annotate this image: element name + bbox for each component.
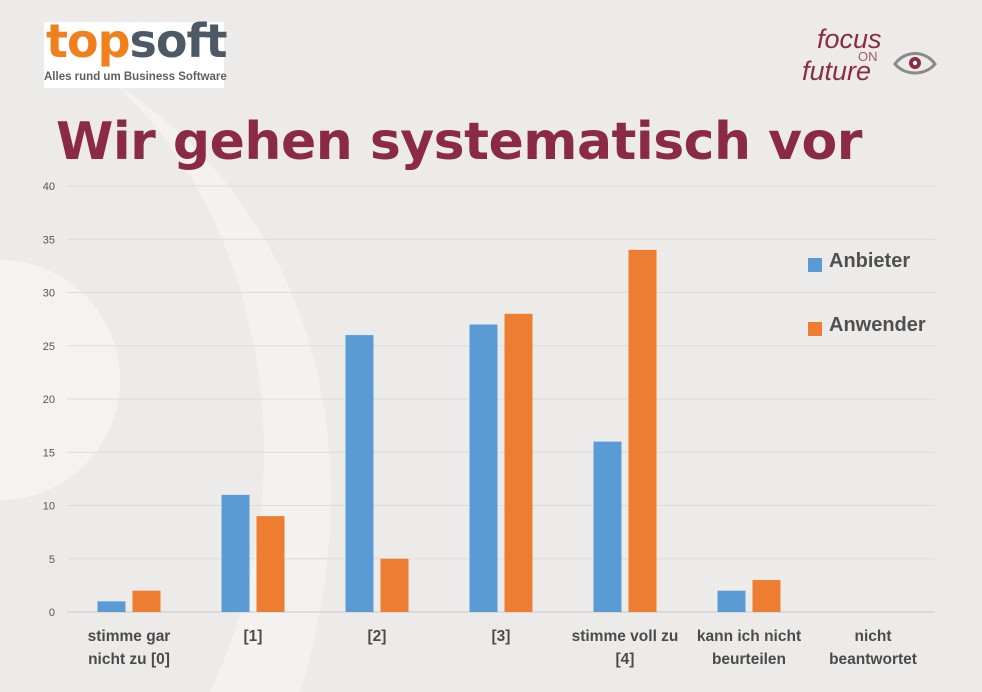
- focus-on-future-logo: focus ON future: [800, 26, 940, 88]
- bar-anwender-1: [256, 516, 285, 612]
- y-tick-label: 10: [43, 501, 55, 513]
- legend-label-anwender: Anwender: [829, 314, 926, 336]
- brand-line-on: ON: [858, 49, 878, 64]
- brand-line-future: future: [802, 56, 872, 86]
- x-axis-label: [2]: [367, 628, 387, 645]
- brand-line-focus: focus: [817, 24, 882, 54]
- y-tick-label: 0: [49, 607, 55, 619]
- y-axis-ticks: 0 5 10 15 20 25 30 35 40: [43, 181, 55, 619]
- x-axis-label: stimme voll zu [4]: [571, 628, 679, 668]
- bar-anbieter-5: [717, 590, 746, 612]
- legend-swatch-anwender: [808, 322, 822, 336]
- y-tick-label: 40: [43, 181, 55, 193]
- y-tick-label: 30: [43, 288, 55, 300]
- x-axis-label: kann ich nicht beurteilen: [696, 628, 802, 668]
- logo-word-soft: soft: [129, 14, 228, 68]
- x-axis-label: stimme gar nicht zu [0]: [87, 628, 171, 668]
- logo-word-top: top: [46, 14, 131, 68]
- bars: [97, 249, 781, 612]
- bar-anwender-5: [752, 580, 781, 612]
- logo-tagline: Alles rund um Business Software: [44, 71, 227, 83]
- bar-anbieter-0: [97, 601, 126, 612]
- legend-label-anbieter: Anbieter: [829, 250, 911, 272]
- eye-icon: [893, 52, 937, 75]
- bar-anbieter-3: [469, 324, 498, 612]
- x-axis-label: nicht beantwortet: [829, 628, 917, 668]
- bar-anbieter-2: [345, 335, 374, 612]
- topsoft-logo: topsoft Alles rund um Business Software: [44, 18, 228, 88]
- y-tick-label: 25: [43, 341, 55, 353]
- y-tick-label: 15: [43, 447, 55, 459]
- x-axis-label: [3]: [491, 628, 511, 645]
- x-axis-label: [1]: [243, 628, 263, 645]
- logo-wordmark: topsoft: [46, 18, 228, 64]
- bar-anbieter-4: [593, 441, 622, 612]
- grid-lines: [67, 185, 935, 613]
- bar-anwender-2: [380, 558, 409, 612]
- bar-anwender-0: [132, 590, 161, 612]
- bar-anwender-4: [628, 249, 657, 612]
- y-tick-label: 5: [49, 554, 55, 566]
- bar-anbieter-1: [221, 494, 250, 612]
- bar-anwender-3: [504, 313, 533, 612]
- page-title: Wir gehen systematisch vor: [56, 112, 862, 172]
- y-tick-label: 20: [43, 394, 55, 406]
- legend-swatch-anbieter: [808, 258, 822, 272]
- y-tick-label: 35: [43, 234, 55, 246]
